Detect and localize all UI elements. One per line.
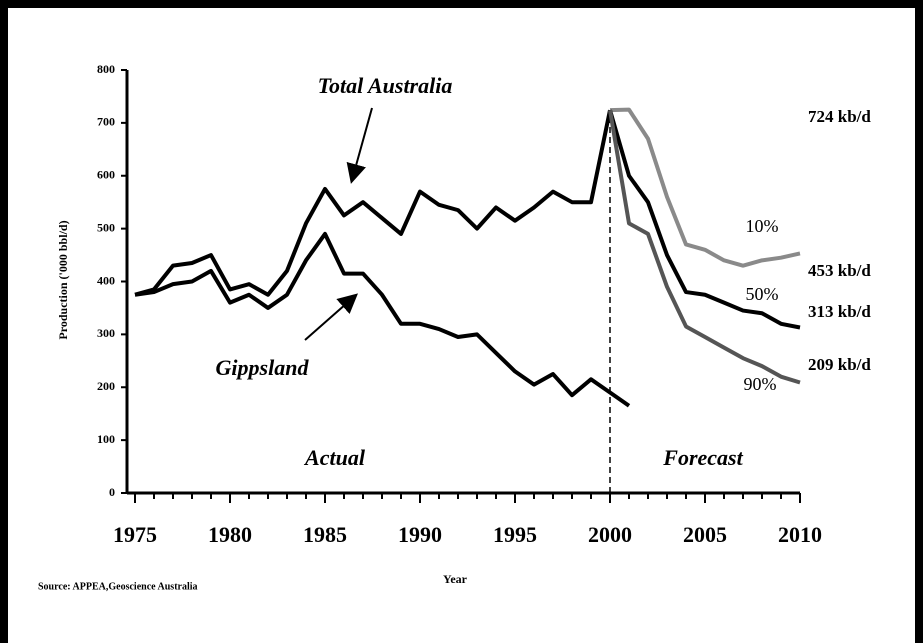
x-tick-label: 1995 xyxy=(493,522,537,547)
y-tick-label: 800 xyxy=(97,62,115,76)
annotation: 453 kb/d xyxy=(808,261,871,280)
y-axis-label: Production ('000 bbl/d) xyxy=(56,220,70,339)
series-line xyxy=(134,231,631,408)
y-tick-label: 300 xyxy=(97,326,115,340)
annotation: 313 kb/d xyxy=(808,302,871,321)
series-line xyxy=(608,109,801,385)
x-tick-label: 1980 xyxy=(208,522,252,547)
series-label: 50% xyxy=(746,284,779,304)
y-tick-label: 200 xyxy=(97,379,115,393)
x-tick-label: 1985 xyxy=(303,522,347,547)
period-label: Forecast xyxy=(662,445,743,470)
y-tick-label: 700 xyxy=(97,115,115,129)
series-line xyxy=(608,109,801,330)
x-tick-label: 1975 xyxy=(113,522,157,547)
y-tick-label: 100 xyxy=(97,432,115,446)
annotation: 209 kb/d xyxy=(808,355,871,374)
y-tick-label: 0 xyxy=(109,485,115,499)
y-tick-label: 400 xyxy=(97,273,115,287)
series-line xyxy=(134,109,612,297)
x-tick-label: 1990 xyxy=(398,522,442,547)
series-label: Gippsland xyxy=(216,355,310,380)
arrow xyxy=(304,293,359,341)
x-tick-label: 2005 xyxy=(683,522,727,547)
series-label: 90% xyxy=(744,374,777,394)
x-tick-label: 2000 xyxy=(588,522,632,547)
arrow xyxy=(346,107,373,184)
annotation: 724 kb/d xyxy=(808,107,871,126)
series-label: 10% xyxy=(746,216,779,236)
period-label: Actual xyxy=(303,445,366,470)
series-line xyxy=(609,107,801,268)
y-tick-label: 600 xyxy=(97,168,115,182)
series-label: Total Australia xyxy=(318,73,453,98)
x-tick-label: 2010 xyxy=(778,522,822,547)
source: Source: APPEA,Geoscience Australia xyxy=(38,581,198,592)
y-tick-label: 500 xyxy=(97,220,115,234)
x-axis-label: Year xyxy=(443,572,468,586)
